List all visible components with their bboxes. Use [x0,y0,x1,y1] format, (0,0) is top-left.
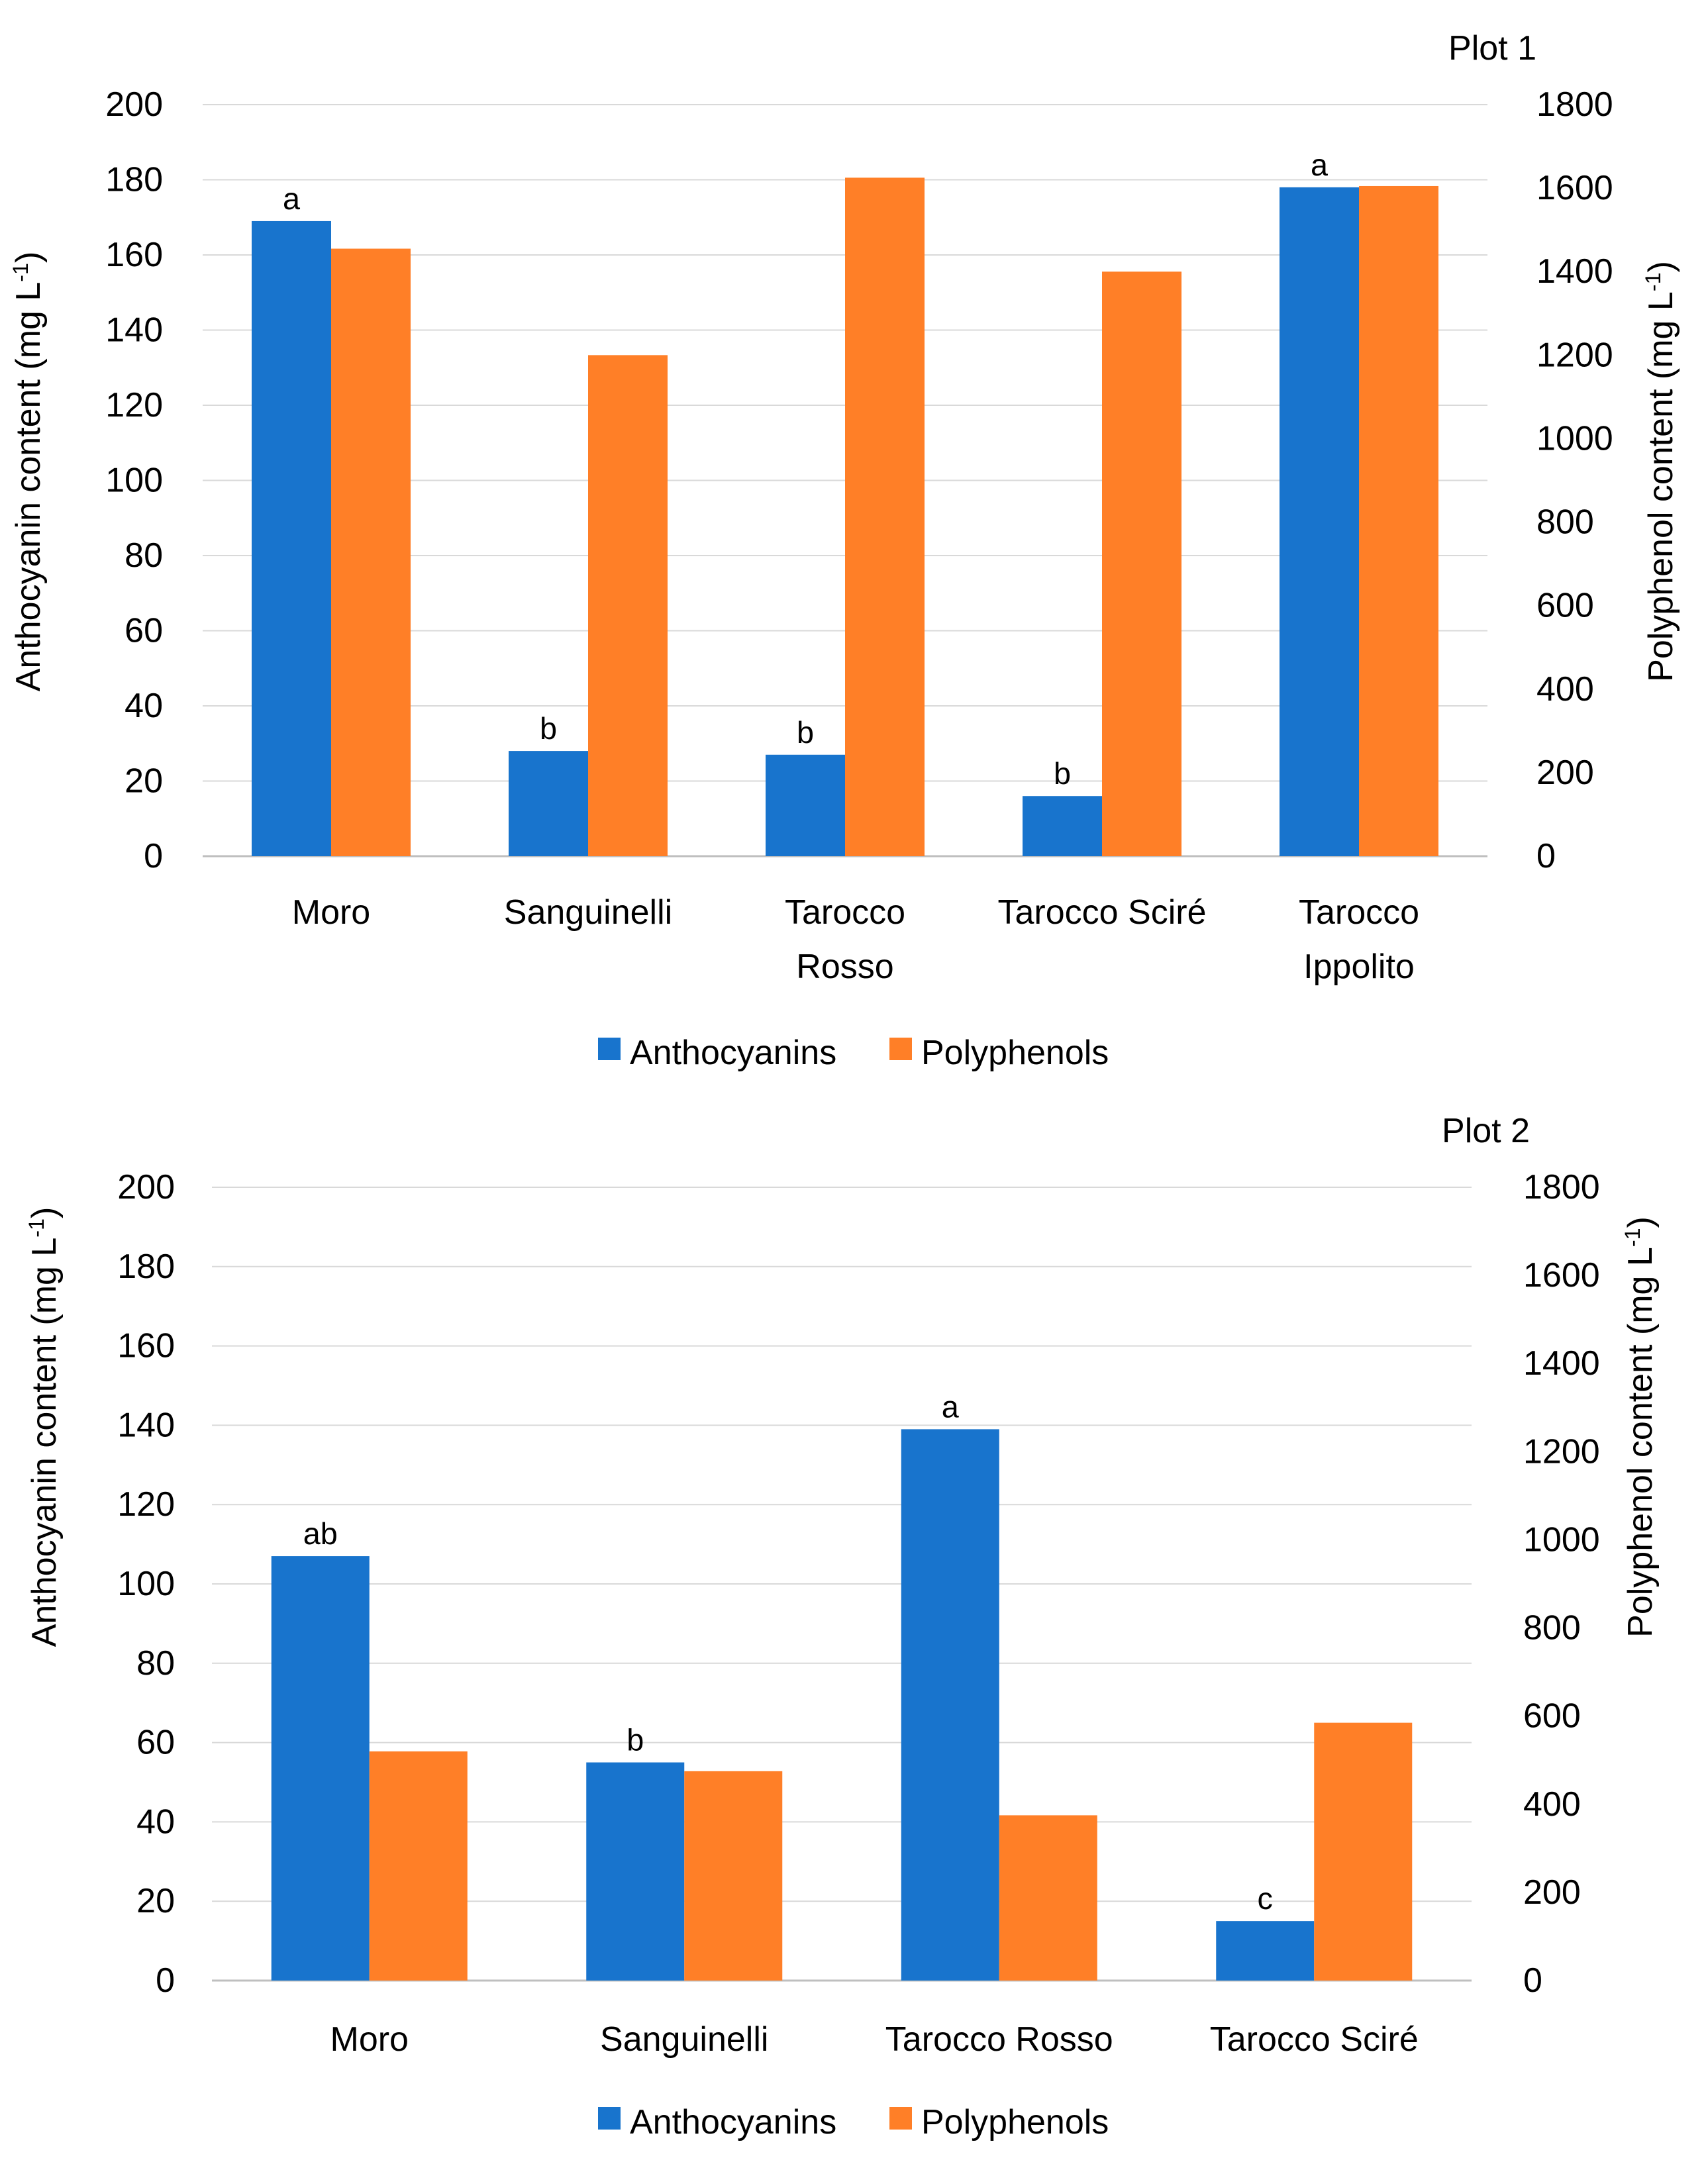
legend-label-anthocyanins: Anthocyanins [630,2103,836,2141]
y-tick-label-right: 1000 [1523,1520,1600,1559]
y-tick-label-right: 400 [1536,670,1594,709]
y-tick-label-right: 800 [1523,1609,1581,1647]
x-tick-label: Tarocco Sciré [1210,2020,1419,2059]
bar-polyphenols [845,177,925,857]
y-tick-label-left: 140 [105,311,163,350]
y-tick-label-right: 800 [1536,503,1594,542]
y-tick-label-right: 200 [1536,754,1594,792]
y-tick-label-right: 1800 [1536,85,1613,124]
significance-letter: a [1311,148,1329,182]
y-tick-label-right: 1000 [1536,419,1613,458]
legend-swatch-polyphenols [889,1038,912,1060]
bar-polyphenols [1314,1722,1413,1981]
y-tick-label-left: 0 [144,837,163,875]
y-tick-label-right: 400 [1523,1785,1581,1824]
legend: Anthocyanins Polyphenols [598,2103,1109,2141]
y-tick-label-right: 1200 [1536,336,1613,374]
bar-polyphenols [1359,185,1438,856]
bar-polyphenols [684,1771,783,1981]
x-tick-label: Moro [330,2020,409,2059]
bar-polyphenols [999,1815,1097,1981]
y-tick-label-left: 100 [117,1565,175,1603]
y-tick-label-right: 600 [1523,1697,1581,1736]
bar-polyphenols [1102,271,1181,856]
legend: Anthocyanins Polyphenols [598,1034,1109,1072]
y-tick-label-right: 1600 [1536,169,1613,207]
bar-anthocyanins [766,754,845,856]
y-tick-label-right: 0 [1523,1961,1542,2000]
bar-polyphenols [588,355,668,856]
y-tick-label-left: 140 [117,1406,175,1444]
significance-letter: b [797,715,814,750]
y-tick-label-left: 200 [105,85,163,124]
y-tick-label-left: 0 [156,1961,175,2000]
plot-2-chart: 0 20 40 60 80 100 120 140 160 180 200 0 200 400 600 800… [25,1112,1660,2141]
bar-polyphenols [331,248,411,857]
plot-1-chart: 0 20 40 60 80 100 120 140 160 180 200 0 200 400 600 800… [9,29,1680,1072]
bar-anthocyanins [1216,1921,1315,1981]
y-tick-label-left: 180 [105,161,163,199]
significance-letter: b [540,711,557,746]
plot-title: Plot 2 [1442,1112,1530,1150]
y-tick-label-left: 160 [117,1327,175,1365]
legend-swatch-polyphenols [889,2107,912,2130]
legend-label-polyphenols: Polyphenols [921,2103,1109,2141]
legend-swatch-anthocyanins [598,1038,621,1060]
bar-anthocyanins [1023,796,1102,856]
x-tick-label: Tarocco Rosso [885,2020,1113,2059]
bar-polyphenols [369,1751,468,1981]
y-axis-title-right: Polyphenol content (mg L-1) [1641,261,1680,682]
significance-letter: b [1054,756,1071,791]
y-tick-label-left: 120 [117,1485,175,1524]
y-tick-label-left: 80 [125,536,163,575]
x-tick-label: Tarocco Ippolito [1299,893,1419,986]
y-axis-title-left: Anthocyanin content (mg L-1) [9,252,48,692]
y-tick-label-left: 160 [105,236,163,274]
legend-label-anthocyanins: Anthocyanins [630,1034,836,1072]
bar-anthocyanins [271,1556,370,1981]
bar-anthocyanins [901,1429,999,1981]
y-tick-label-right: 200 [1523,1873,1581,1912]
y-tick-label-left: 180 [117,1248,175,1286]
y-tick-label-right: 1600 [1523,1256,1600,1295]
y-tick-label-right: 1200 [1523,1432,1600,1471]
bar-anthocyanins [252,221,331,856]
bar-anthocyanins [509,751,588,856]
y-tick-label-right: 0 [1536,837,1556,875]
y-tick-label-left: 200 [117,1168,175,1206]
significance-letter: b [627,1723,644,1757]
y-tick-label-left: 80 [136,1644,175,1683]
bar-anthocyanins [586,1762,685,1981]
x-tick-label: Tarocco Sciré [998,893,1207,932]
y-tick-label-left: 20 [125,762,163,801]
significance-letter: a [283,181,301,216]
significance-letter: ab [303,1516,338,1551]
x-tick-label: Moro [292,893,370,932]
y-tick-label-right: 1400 [1536,252,1613,291]
y-tick-label-left: 40 [125,687,163,725]
y-axis-title-right: Polyphenol content (mg L-1) [1621,1216,1660,1638]
significance-letter: c [1258,1881,1273,1916]
legend-swatch-anthocyanins [598,2107,621,2130]
bar-anthocyanins [1280,187,1359,857]
plot-title: Plot 1 [1448,29,1536,68]
y-tick-label-left: 120 [105,386,163,424]
y-tick-label-right: 1800 [1523,1168,1600,1206]
y-tick-label-left: 60 [125,612,163,650]
x-tick-label: Sanguinelli [600,2020,768,2059]
y-tick-label-right: 1400 [1523,1344,1600,1383]
significance-letter: a [942,1389,960,1424]
y-tick-label-right: 600 [1536,587,1594,625]
legend-label-polyphenols: Polyphenols [921,1034,1109,1072]
y-tick-label-left: 20 [136,1882,175,1920]
y-tick-label-left: 100 [105,462,163,500]
y-axis-title-left: Anthocyanin content (mg L-1) [25,1207,64,1647]
x-tick-label: Sanguinelli [504,893,672,932]
y-tick-label-left: 60 [136,1724,175,1762]
x-tick-label: Tarocco Rosso [785,893,905,986]
y-tick-label-left: 40 [136,1802,175,1841]
